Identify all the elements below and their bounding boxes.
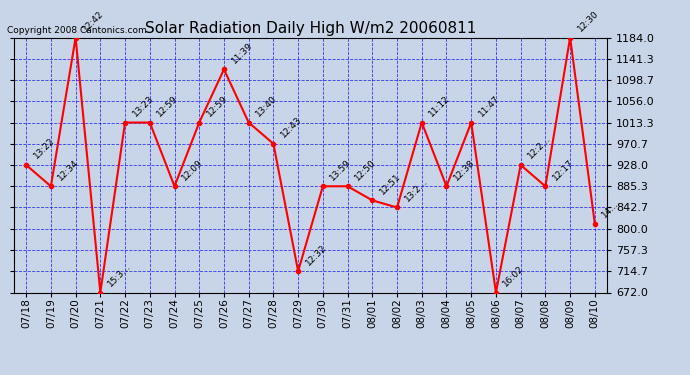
Text: 12:59: 12:59 <box>155 94 180 118</box>
Text: 12:59: 12:59 <box>205 94 229 118</box>
Text: 12:42: 12:42 <box>81 9 106 33</box>
Text: 13:23: 13:23 <box>130 94 155 118</box>
Text: 12:17: 12:17 <box>551 158 575 182</box>
Text: 13:2...: 13:2... <box>402 177 429 203</box>
Text: Copyright 2008 Cantonics.com: Copyright 2008 Cantonics.com <box>7 26 147 35</box>
Text: 13:40: 13:40 <box>254 94 279 118</box>
Text: 15:3...: 15:3... <box>106 262 132 288</box>
Text: 12:32: 12:32 <box>304 243 328 267</box>
Text: 11:47: 11:47 <box>477 94 502 118</box>
Text: 12:34: 12:34 <box>57 158 81 182</box>
Text: 12:30: 12:30 <box>575 9 600 33</box>
Text: 12:43: 12:43 <box>279 115 304 140</box>
Text: 12:2...: 12:2... <box>526 134 553 161</box>
Text: 12:09: 12:09 <box>180 158 205 182</box>
Text: 12:51: 12:51 <box>378 172 402 196</box>
Title: Solar Radiation Daily High W/m2 20060811: Solar Radiation Daily High W/m2 20060811 <box>145 21 476 36</box>
Text: 16:02: 16:02 <box>502 264 526 288</box>
Text: 14:...: 14:... <box>600 197 623 220</box>
Text: 11:12: 11:12 <box>427 94 452 118</box>
Text: 11:39: 11:39 <box>230 40 254 65</box>
Text: 13:22: 13:22 <box>32 136 56 161</box>
Text: 13:59: 13:59 <box>328 158 353 182</box>
Text: 12:38: 12:38 <box>452 158 477 182</box>
Text: 12:50: 12:50 <box>353 158 377 182</box>
